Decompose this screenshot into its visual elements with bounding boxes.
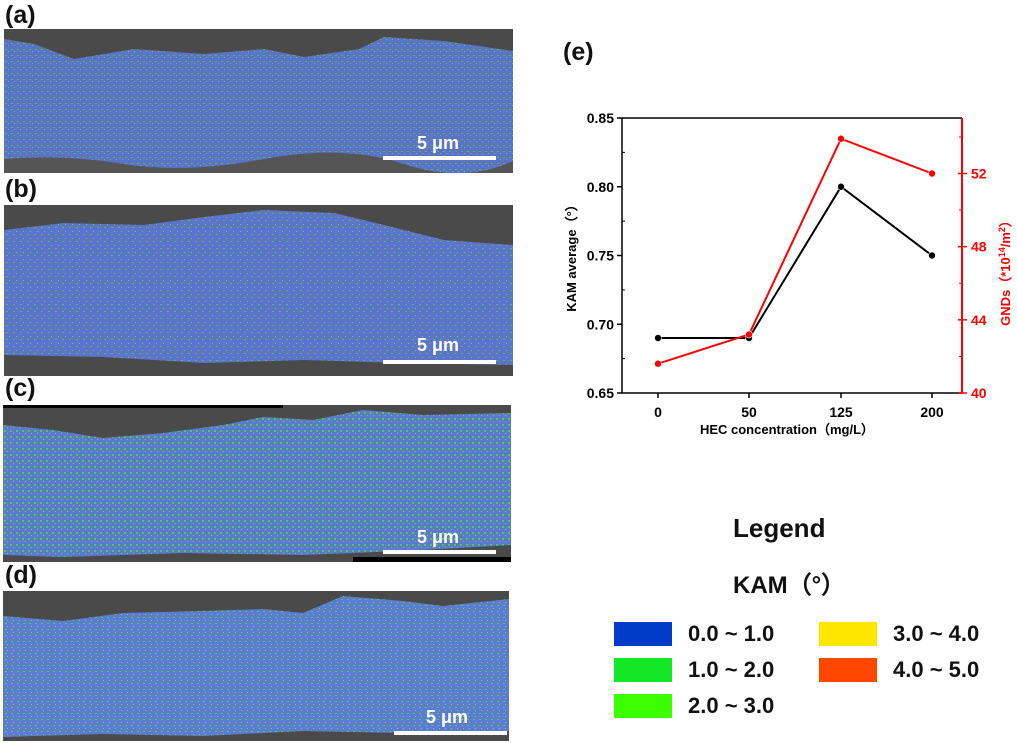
kam-map-d-image [3, 596, 509, 737]
legend-range-label: 1.0 ~ 2.0 [688, 657, 775, 682]
legend-item: 1.0 ~ 2.0 [614, 657, 774, 683]
legend-item: 0.0 ~ 1.0 [614, 621, 774, 647]
legend-title: Legend [733, 513, 826, 543]
legend-range-label: 3.0 ~ 4.0 [893, 621, 980, 646]
svg-text:48: 48 [971, 239, 987, 255]
scale-label-b: 5 μm [417, 335, 460, 355]
legend-swatch [614, 694, 672, 718]
kam-map-a: 5 μm [4, 29, 513, 173]
legend-swatch [614, 658, 672, 682]
kam-map-d: 5 μm [3, 591, 509, 741]
kam-map-b-image [4, 210, 513, 365]
scale-bar-d [394, 731, 507, 735]
svg-text:0: 0 [654, 404, 662, 420]
svg-text:44: 44 [971, 312, 987, 328]
legend-swatch [819, 658, 877, 682]
scale-label-a: 5 μm [417, 133, 460, 153]
panel-a-label: (a) [5, 1, 36, 29]
panel-c-label: (c) [5, 374, 36, 402]
svg-text:HEC concentration（mg/L）: HEC concentration（mg/L） [700, 422, 874, 437]
svg-text:50: 50 [741, 404, 757, 420]
legend-item: 2.0 ~ 3.0 [614, 693, 774, 719]
legend-range-label: 4.0 ~ 5.0 [893, 657, 980, 682]
panel-d-label: (d) [5, 561, 37, 589]
legend-range-label: 0.0 ~ 1.0 [688, 621, 775, 646]
svg-text:KAM average（°）: KAM average（°） [564, 198, 579, 312]
svg-text:125: 125 [829, 404, 853, 420]
scale-label-c: 5 μm [417, 527, 460, 547]
kam-map-b: 5 μm [4, 205, 513, 376]
scale-bar-b [383, 360, 496, 364]
legend-swatch [819, 622, 877, 646]
scale-bar-c [383, 550, 496, 554]
kam-map-a-image [4, 37, 513, 173]
svg-text:0.80: 0.80 [587, 179, 614, 195]
scale-label-d: 5 μm [426, 707, 469, 727]
svg-text:0.75: 0.75 [587, 248, 614, 264]
kam-map-c: 5 μm [3, 405, 511, 562]
svg-text:0.85: 0.85 [587, 110, 614, 126]
legend-item: 4.0 ~ 5.0 [819, 657, 979, 683]
chart-axes: 0.65 0.70 0.75 0.80 0.85 40 44 48 52 0 50 125 200 HEC… [564, 110, 1013, 437]
kam-map-c-image [3, 405, 511, 562]
panel-e-label: (e) [563, 38, 594, 66]
svg-text:40: 40 [971, 385, 987, 401]
svg-text:0.70: 0.70 [587, 316, 614, 332]
legend-swatch [614, 622, 672, 646]
svg-text:52: 52 [971, 166, 987, 182]
chart-series [654, 134, 936, 368]
legend-subtitle: KAM（°） [733, 572, 846, 599]
panel-b-label: (b) [5, 175, 37, 203]
svg-text:200: 200 [920, 404, 944, 420]
legend-item: 3.0 ~ 4.0 [819, 621, 979, 647]
scale-bar-a [383, 156, 496, 160]
legend-range-label: 2.0 ~ 3.0 [688, 693, 775, 718]
svg-text:0.65: 0.65 [587, 385, 614, 401]
svg-text:GNDs（*1014/m2）: GNDs（*1014/m2） [997, 214, 1013, 326]
